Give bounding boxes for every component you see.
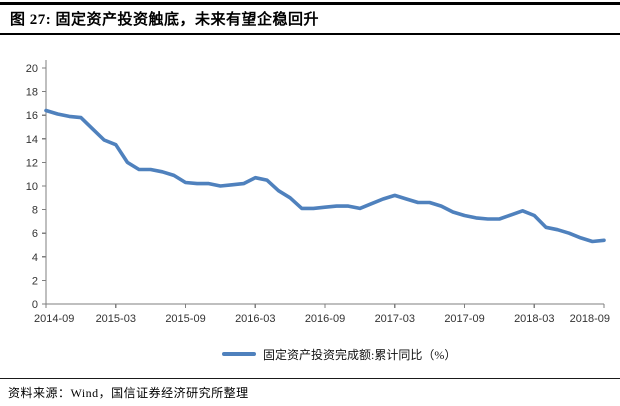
legend-series-label: 固定资产投资完成额:累计同比（%） [263, 347, 457, 362]
svg-text:2014-09: 2014-09 [34, 313, 74, 325]
svg-text:12: 12 [26, 157, 38, 169]
svg-text:2015-09: 2015-09 [165, 313, 205, 325]
legend: 固定资产投资完成额:累计同比（%） [222, 346, 456, 362]
svg-text:2018-03: 2018-03 [514, 313, 554, 325]
svg-text:16: 16 [26, 110, 38, 122]
figure-title: 图 27: 固定资产投资触底，未来有望企稳回升 [10, 12, 319, 28]
svg-text:18: 18 [26, 87, 38, 99]
svg-text:10: 10 [26, 181, 38, 193]
source-note: 资料来源：Wind，国信证券经济研究所整理 [8, 386, 249, 400]
svg-text:2018-09: 2018-09 [570, 313, 610, 325]
svg-text:2017-09: 2017-09 [444, 313, 484, 325]
line-chart-area: 0 2 4 6 8 10 12 14 16 18 20 2014-09 2015-03 2015-09 20… [0, 40, 620, 340]
svg-text:2: 2 [32, 275, 38, 287]
legend-line-swatch [222, 352, 256, 356]
svg-text:8: 8 [32, 205, 38, 217]
svg-text:4: 4 [32, 252, 38, 264]
fai-line-chart: 0 2 4 6 8 10 12 14 16 18 20 2014-09 2015-03 2015-09 20… [26, 60, 610, 325]
svg-text:2015-03: 2015-03 [96, 313, 136, 325]
title-top-border [0, 2, 620, 5]
svg-text:20: 20 [26, 63, 38, 75]
svg-text:14: 14 [26, 134, 38, 146]
title-bottom-border [0, 33, 620, 35]
svg-text:2017-03: 2017-03 [375, 313, 415, 325]
svg-text:6: 6 [32, 228, 38, 240]
footer-divider [0, 378, 620, 379]
svg-text:0: 0 [32, 299, 38, 311]
svg-text:2016-03: 2016-03 [235, 313, 275, 325]
svg-text:2016-09: 2016-09 [305, 313, 345, 325]
